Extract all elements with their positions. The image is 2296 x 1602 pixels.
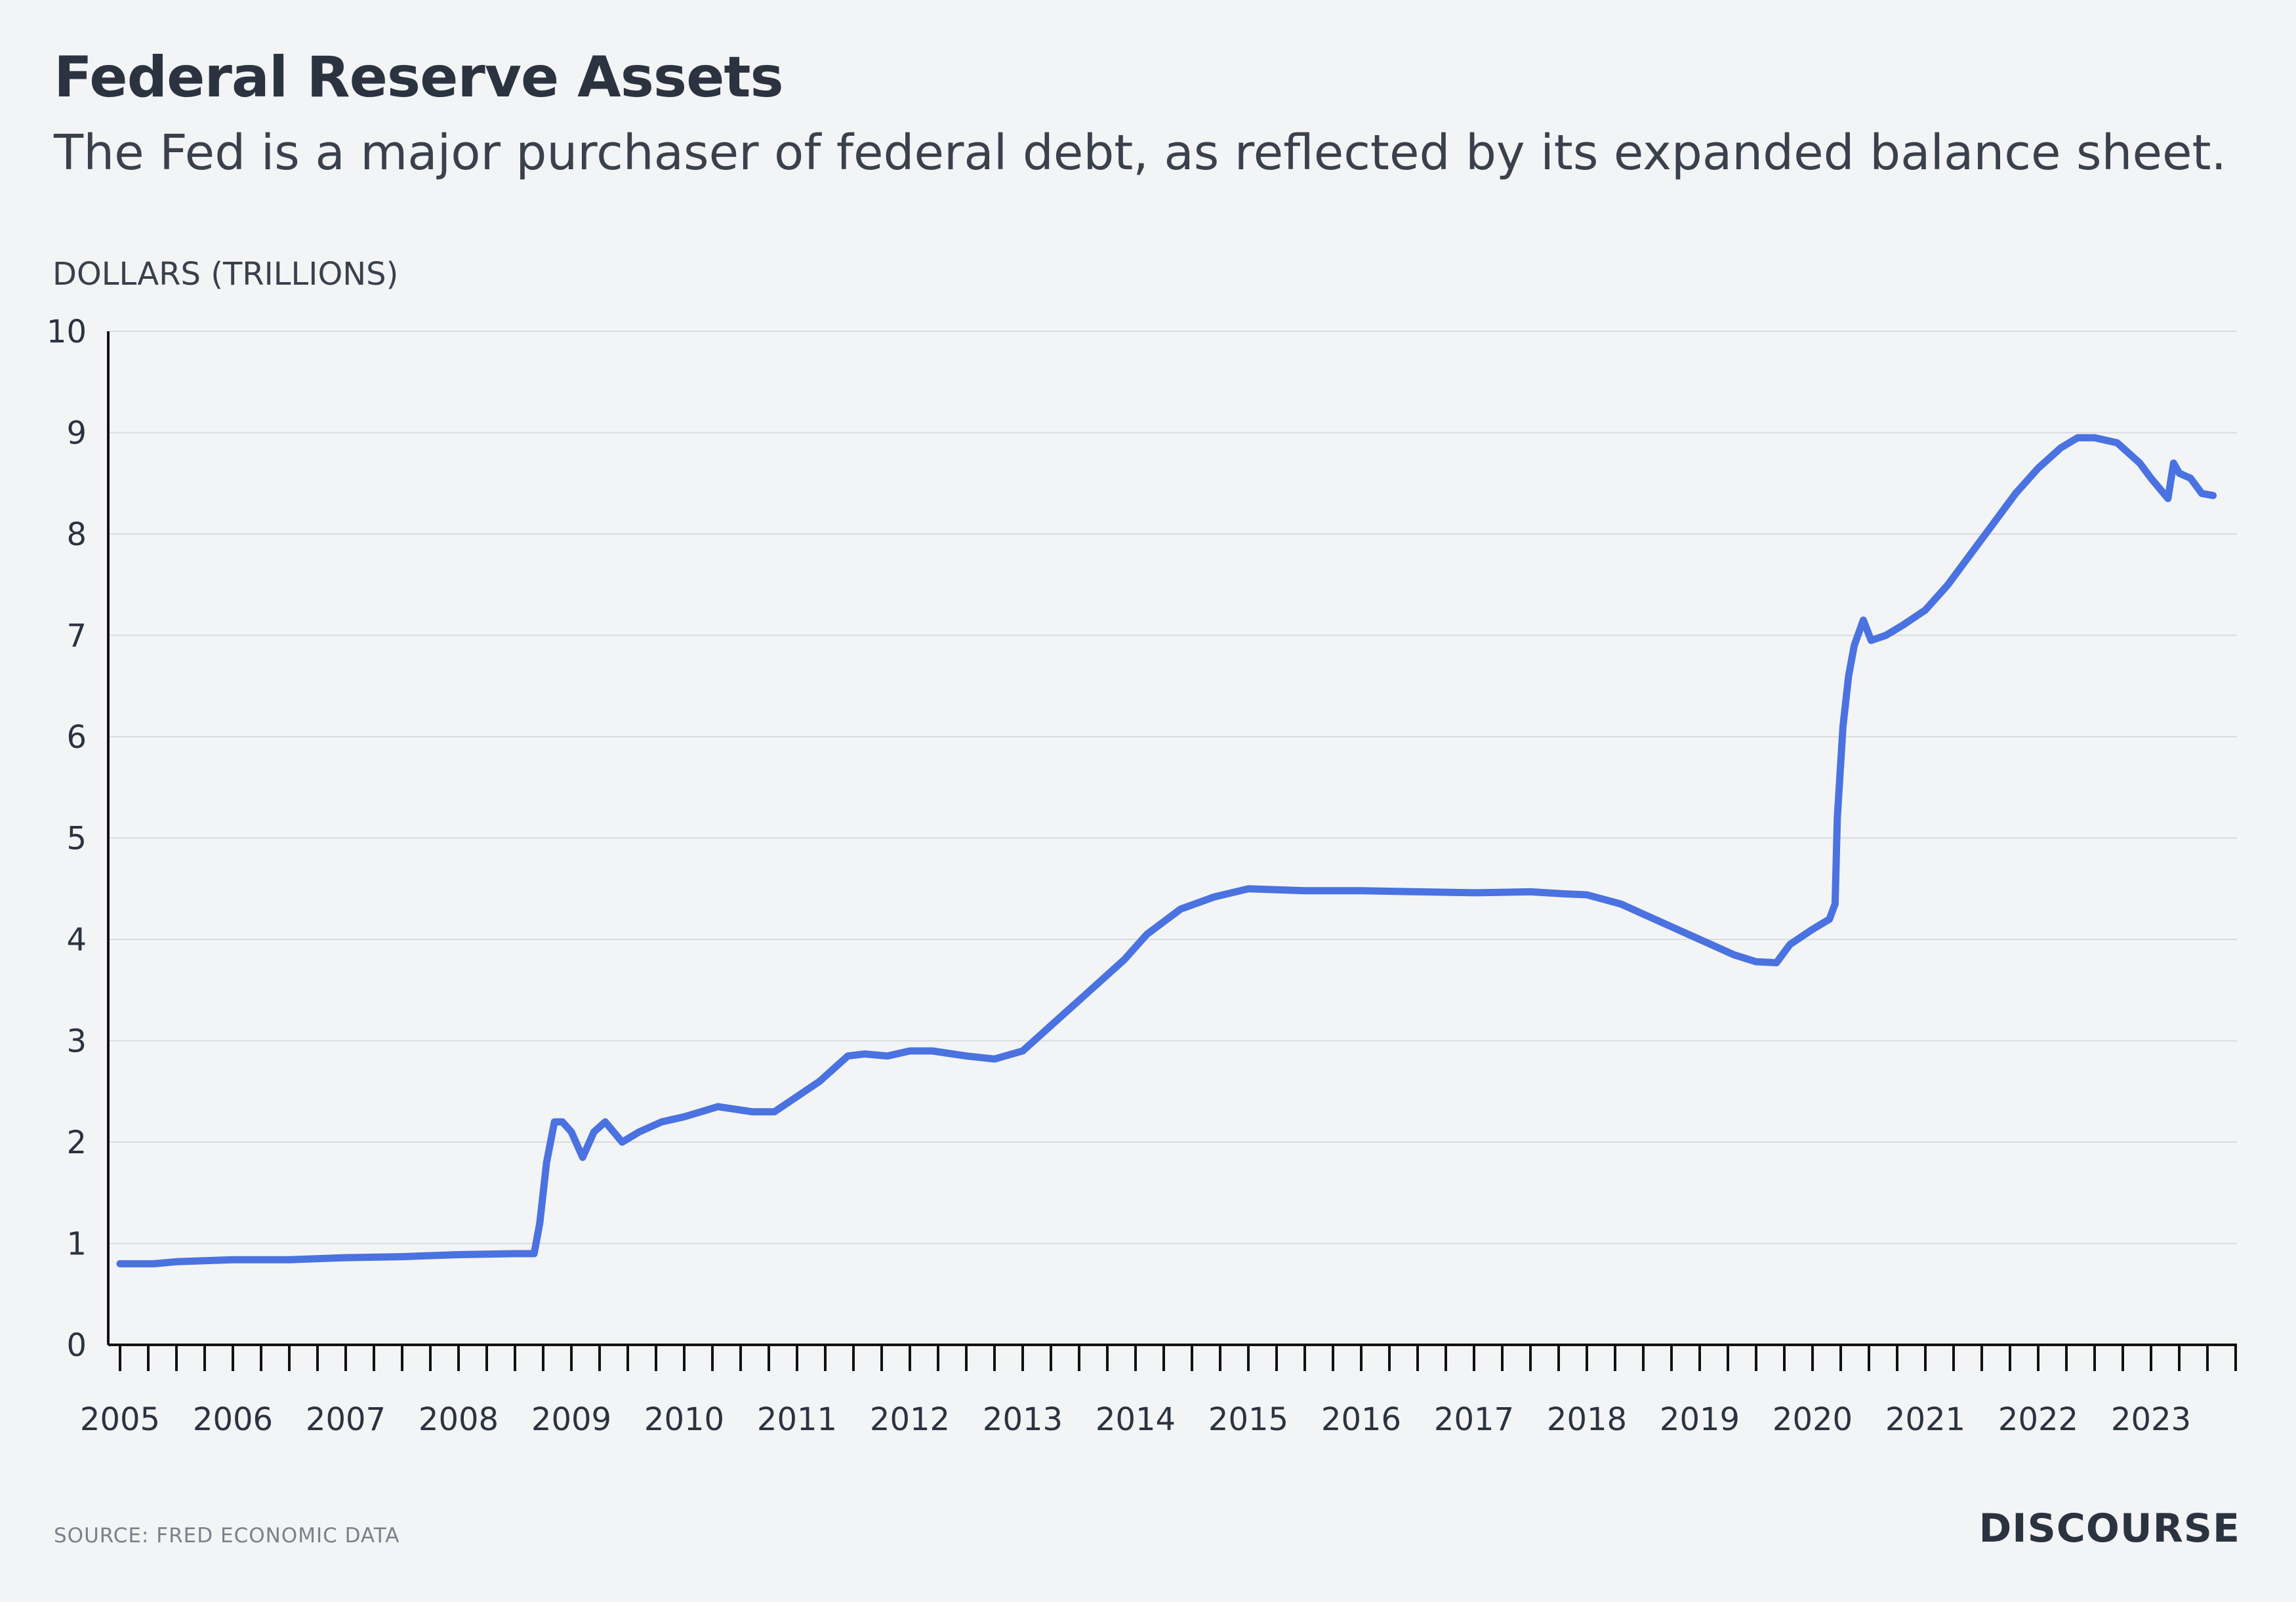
x-tick-label: 2007 bbox=[306, 1401, 386, 1438]
x-tick-label: 2017 bbox=[1434, 1401, 1514, 1438]
x-tick-label: 2018 bbox=[1547, 1401, 1627, 1438]
y-tick-label: 3 bbox=[66, 1023, 87, 1060]
series-layer bbox=[116, 434, 2217, 1267]
y-tick-label: 10 bbox=[47, 314, 87, 350]
x-tick-label: 2006 bbox=[193, 1401, 273, 1438]
y-tick-label: 1 bbox=[66, 1226, 87, 1263]
x-tick-label: 2005 bbox=[80, 1401, 160, 1438]
gridlines bbox=[108, 331, 2237, 1244]
x-tick-label: 2020 bbox=[1773, 1401, 1853, 1438]
x-tick-label: 2010 bbox=[644, 1401, 724, 1438]
x-tick-label: 2012 bbox=[870, 1401, 950, 1438]
x-tick-label: 2014 bbox=[1096, 1401, 1176, 1438]
source-note: SOURCE: FRED ECONOMIC DATA bbox=[54, 1524, 400, 1548]
x-tick-label: 2008 bbox=[419, 1401, 499, 1438]
x-tick-label: 2023 bbox=[2111, 1401, 2191, 1438]
brand-logo: DISCOURSE bbox=[1978, 1506, 2240, 1551]
y-axis-label: DOLLARS (TRILLIONS) bbox=[52, 256, 399, 293]
y-tick-label: 7 bbox=[66, 618, 87, 655]
y-tick-label: 6 bbox=[66, 719, 87, 756]
y-tick-label: 9 bbox=[66, 415, 87, 452]
y-tick-label: 2 bbox=[66, 1124, 87, 1161]
y-tick-label: 0 bbox=[66, 1327, 87, 1364]
y-tick-label: 5 bbox=[66, 821, 87, 857]
x-tick-label: 2013 bbox=[983, 1401, 1063, 1438]
x-tick-label: 2021 bbox=[1885, 1401, 1965, 1438]
x-tick-label: 2009 bbox=[531, 1401, 611, 1438]
x-tick-label: 2011 bbox=[757, 1401, 837, 1438]
chart-subtitle: The Fed is a major purchaser of federal … bbox=[54, 125, 2227, 181]
y-tick-label: 4 bbox=[66, 922, 87, 958]
x-tick-label: 2022 bbox=[1998, 1401, 2078, 1438]
chart-title: Federal Reserve Assets bbox=[54, 45, 784, 110]
x-tick-label: 2015 bbox=[1208, 1401, 1288, 1438]
axes bbox=[107, 331, 2237, 1371]
x-tick-label: 2019 bbox=[1660, 1401, 1740, 1438]
y-tick-label: 8 bbox=[66, 516, 87, 553]
series-line-0 bbox=[116, 434, 2217, 1267]
x-tick-label: 2016 bbox=[1321, 1401, 1401, 1438]
tick-labels: 0 1 2 3 4 5 6 7 8 9 10 2005 2006 2007 2008 2009 2010 2011… bbox=[47, 314, 2191, 1438]
